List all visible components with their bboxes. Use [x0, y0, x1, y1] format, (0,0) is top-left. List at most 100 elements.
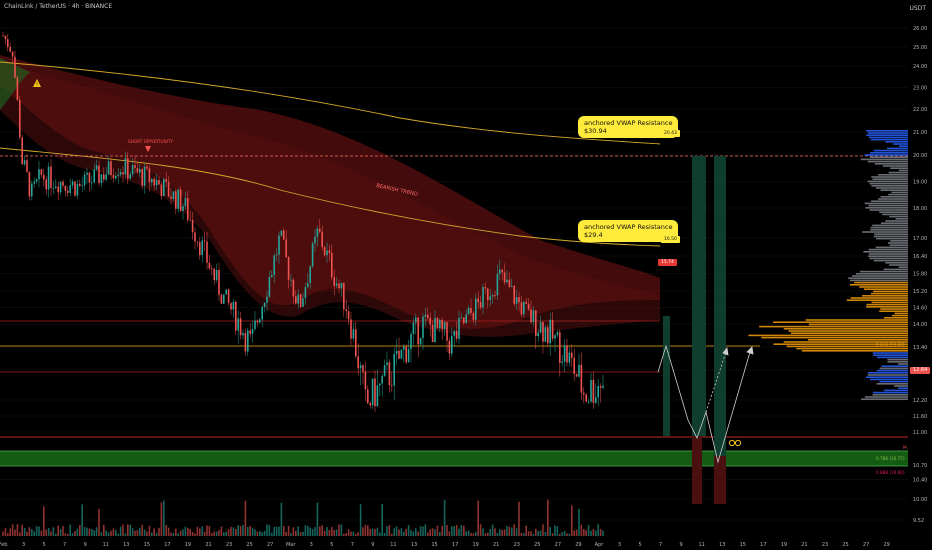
volume-bar: [295, 530, 297, 536]
volume-bar: [479, 524, 482, 536]
candle-body: [83, 174, 86, 186]
candle-body: [556, 332, 559, 336]
volume-bar: [544, 531, 547, 536]
profile-bar: [871, 292, 908, 295]
time-axis-label: Apr: [595, 542, 605, 548]
volume-bar: [163, 500, 165, 536]
volume-bar: [69, 524, 71, 536]
candle-body: [323, 247, 326, 256]
profile-bar: [846, 299, 908, 301]
volume-bar: [511, 527, 513, 536]
time-axis-label: Mar: [286, 542, 296, 548]
profile-bar: [872, 352, 908, 354]
candle-body: [259, 319, 261, 323]
volume-bar: [556, 526, 559, 536]
volume-bar: [527, 531, 530, 536]
warning-triangle-icon: !: [33, 79, 41, 88]
anchored-vwap-upper: [0, 61, 661, 145]
candle-body: [273, 255, 275, 275]
candle-body: [81, 185, 83, 187]
volume-bar: [599, 529, 602, 536]
volume-bar: [218, 530, 220, 536]
volume-bar: [501, 529, 503, 536]
volume-bar: [59, 529, 62, 536]
volume-bar: [458, 528, 460, 536]
candle-body: [93, 169, 95, 183]
candle-body: [544, 327, 547, 342]
volume-bar: [271, 532, 273, 536]
candle-body: [21, 137, 23, 165]
volume-bar: [38, 526, 40, 536]
candle-body: [515, 297, 518, 304]
candle-body: [328, 250, 331, 254]
volume-bar: [355, 533, 357, 536]
candle-body: [568, 352, 571, 363]
short-opportunity-marker: [145, 146, 151, 152]
volume-bar: [23, 527, 26, 536]
profile-bar: [863, 288, 908, 290]
volume-bar: [275, 526, 278, 536]
candle-body: [345, 309, 347, 312]
candle-body: [319, 228, 321, 232]
volume-bar: [575, 529, 578, 536]
candle-body: [213, 268, 215, 280]
volume-bar: [472, 533, 475, 536]
profile-bar: [898, 387, 908, 389]
candle-body: [69, 185, 71, 193]
volume-bar: [465, 531, 467, 536]
volume-bar: [568, 533, 571, 536]
vwap-callout-upper[interactable]: anchored VWAP Resistance $30.94: [578, 116, 679, 138]
volume-bar: [79, 525, 81, 536]
candle-body: [487, 288, 489, 301]
time-axis-label: 23: [822, 542, 828, 548]
candle-body: [280, 230, 283, 236]
volume-bar: [67, 533, 69, 536]
volume-bar: [383, 532, 386, 536]
candle-body: [381, 375, 383, 384]
candle-body: [26, 160, 28, 172]
time-axis-label: 29: [575, 542, 581, 548]
volume-bar: [167, 527, 170, 536]
volume-bar: [595, 530, 597, 536]
profile-bar: [859, 286, 908, 288]
volume-bar: [74, 530, 76, 536]
candle-body: [187, 198, 189, 220]
volume-bar: [191, 531, 194, 536]
profile-bar: [882, 165, 908, 167]
volume-bar: [503, 529, 506, 536]
time-axis-label: 19: [781, 542, 787, 548]
volume-bar: [112, 528, 115, 536]
price-axis[interactable]: 26.00 25.00 24.00 23.00 22.00 21.00 20.00 19.00…: [908, 0, 932, 550]
volume-bar: [532, 533, 535, 536]
volume-bar: [571, 505, 573, 536]
volume-bar: [256, 531, 259, 536]
candle-body: [532, 310, 535, 323]
vwap-callout-lower[interactable]: anchored VWAP Resistance $29.4: [578, 220, 679, 242]
profile-bar: [872, 391, 908, 394]
candle-body: [266, 296, 268, 303]
volume-bar: [283, 526, 285, 536]
volume-bar: [175, 528, 177, 536]
volume-bar: [477, 500, 479, 536]
candle-body: [424, 314, 427, 317]
volume-bar: [119, 526, 122, 536]
volume-bar: [602, 530, 604, 536]
candle-body: [136, 167, 139, 173]
projection-columns: [663, 156, 726, 504]
time-axis[interactable]: Feb 3 5 7 9 11 13 15 17 19 21 23 25 27 Mar 3 5 7 9 11 13 15 17…: [0, 537, 932, 550]
profile-bar: [888, 171, 908, 174]
profile-bar: [868, 248, 908, 251]
candle-body: [391, 385, 393, 387]
profile-bar: [773, 321, 908, 323]
volume-bar: [597, 524, 599, 536]
volume-bar: [551, 533, 554, 536]
volume-bar: [539, 530, 542, 536]
profile-bar: [867, 374, 908, 376]
candle-body: [247, 330, 249, 352]
profile-bar: [875, 246, 908, 249]
profile-bar: [898, 169, 908, 172]
candle-body: [127, 158, 129, 179]
profile-bar: [783, 341, 908, 343]
candle-body: [285, 239, 287, 258]
